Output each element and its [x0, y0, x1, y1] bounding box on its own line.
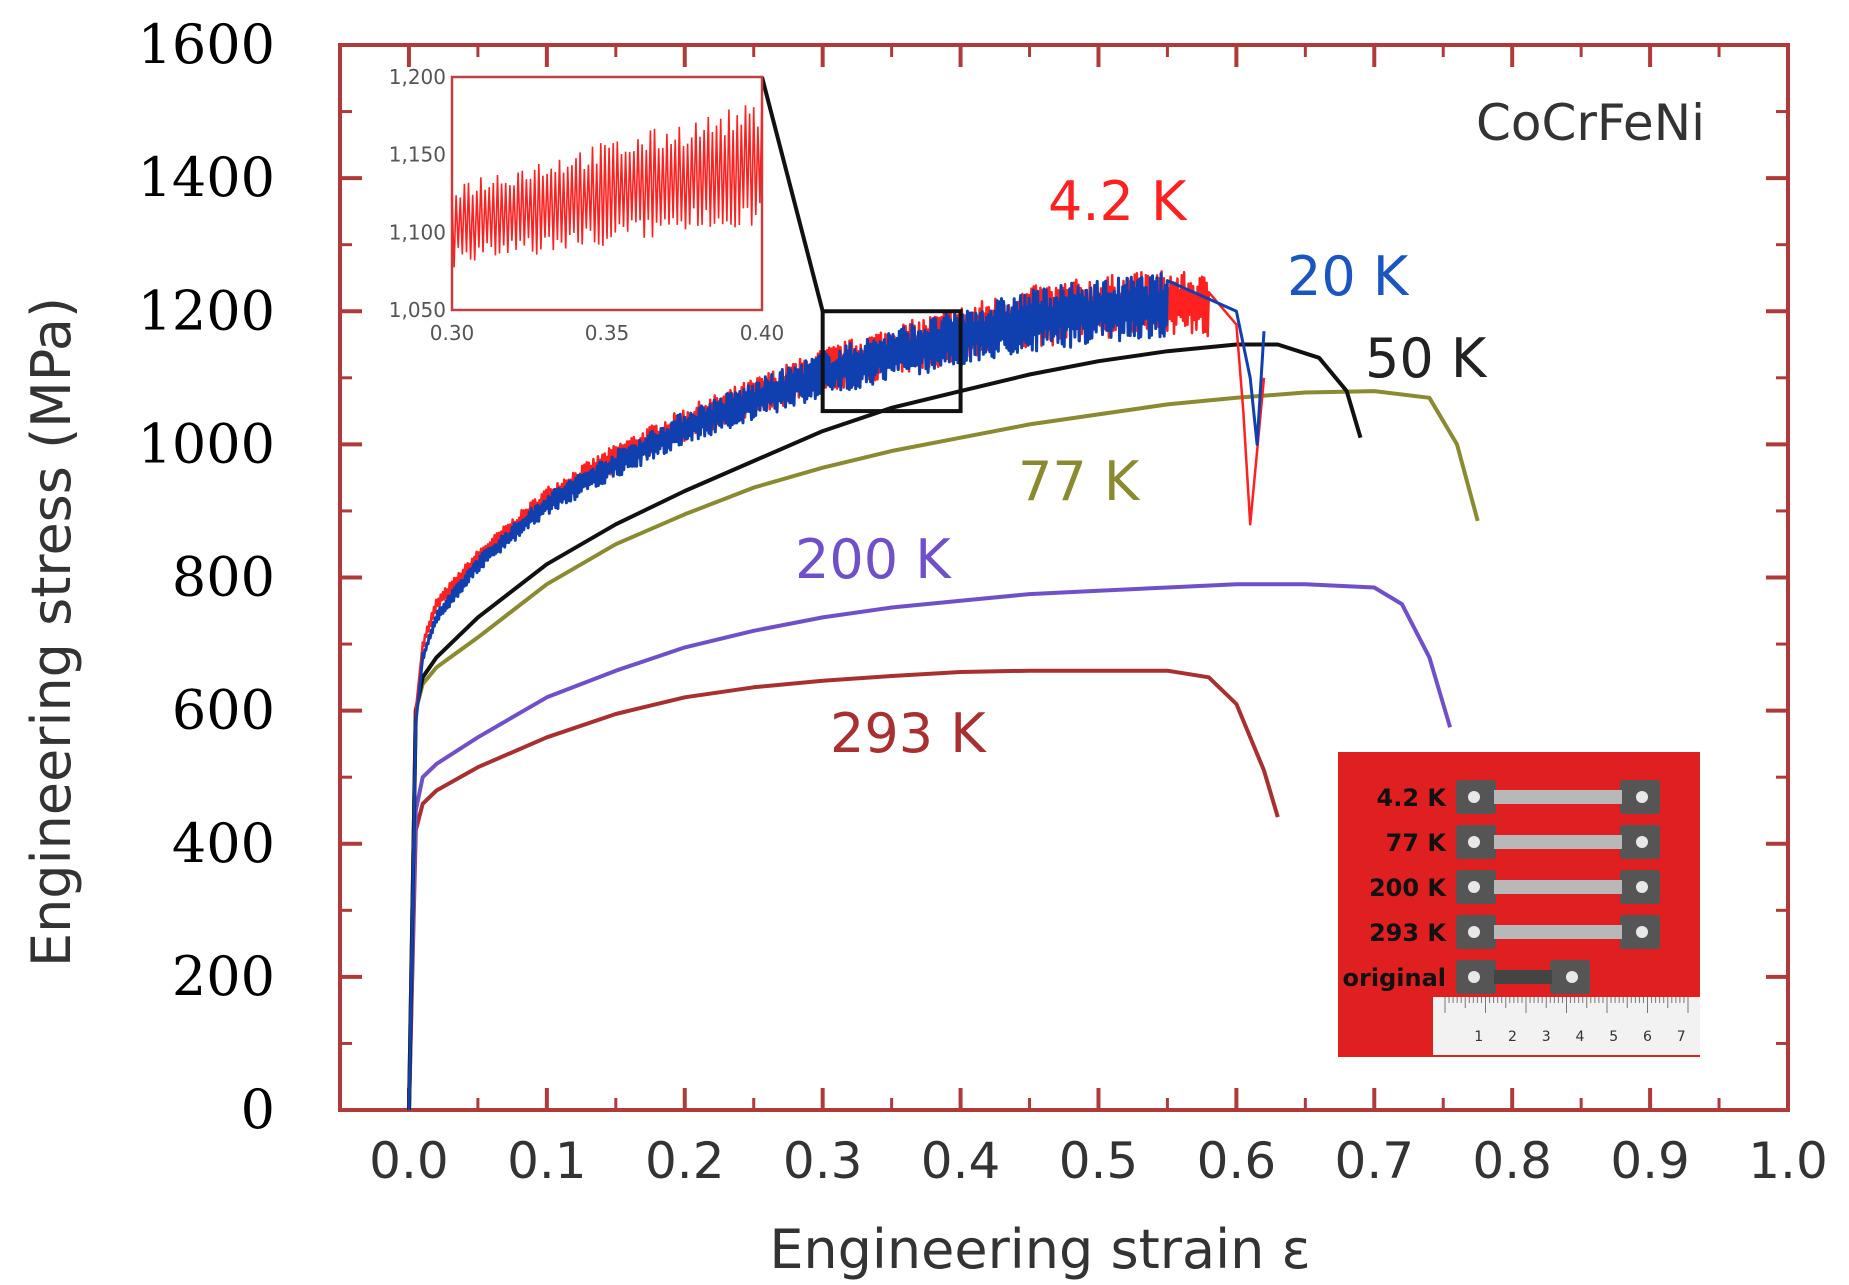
- y-axis-label: Engineering stress (MPa): [20, 297, 83, 967]
- photo-label-3: 293 K: [1369, 919, 1447, 947]
- photo-label-4: original: [1343, 964, 1446, 992]
- zoom-box: [820, 309, 963, 414]
- ruler-number: 1: [1474, 1029, 1483, 1045]
- inset-serration-line: [451, 101, 763, 268]
- inset-y-tick-label: 1,150: [389, 143, 446, 167]
- specimen-gauge: [1494, 970, 1552, 984]
- specimen-gauge: [1494, 835, 1622, 849]
- specimen-hole-left: [1468, 881, 1480, 893]
- x-axis-label: Engineering strain ε: [769, 1218, 1310, 1281]
- photo-label-0: 4.2 K: [1377, 784, 1448, 812]
- specimen-hole-right: [1636, 791, 1648, 803]
- series-label-293k: 293 K: [830, 702, 987, 765]
- x-tick-label: 0.7: [1335, 1132, 1415, 1190]
- x-tick-label: 0.2: [645, 1132, 725, 1190]
- y-tick-label: 1400: [138, 146, 275, 209]
- zoom-connector: [760, 76, 825, 312]
- specimen-photo: 4.2 K 77 K 200 K 293 K original 1 2 3 4 5 6 7: [1338, 752, 1700, 1057]
- series-label-20k: 20 K: [1287, 245, 1410, 308]
- ruler-number: 2: [1508, 1029, 1517, 1045]
- y-tick-label: 600: [172, 679, 275, 742]
- series-label-77k: 77 K: [1018, 450, 1141, 513]
- plot-frame: [338, 43, 1790, 1112]
- specimen-hole-left: [1468, 791, 1480, 803]
- specimen-hole-left: [1468, 971, 1480, 983]
- x-tick-label: 0.6: [1197, 1132, 1277, 1190]
- y-tick-label: 400: [172, 812, 275, 875]
- inset-x-tick-label: 0.30: [430, 321, 475, 345]
- series-line-77k: [407, 389, 1480, 1111]
- y-tick-label: 1200: [138, 279, 275, 342]
- x-tick-label: 0.0: [369, 1132, 449, 1190]
- x-tick-label: 0.8: [1472, 1132, 1552, 1190]
- specimen-hole-right: [1566, 971, 1578, 983]
- inset-x-tick-label: 0.40: [740, 321, 785, 345]
- y-tick-label: 1600: [138, 13, 275, 76]
- series-label-200k: 200 K: [795, 528, 952, 591]
- specimen-hole-left: [1468, 926, 1480, 938]
- x-tick-label: 0.4: [921, 1132, 1001, 1190]
- y-tick-label: 800: [172, 546, 275, 609]
- inset-x-tick-label: 0.35: [585, 321, 630, 345]
- x-tick-label: 1.0: [1748, 1132, 1828, 1190]
- series-line-50k: [407, 342, 1363, 1111]
- ruler-number: 4: [1576, 1029, 1585, 1045]
- x-tick-label: 0.5: [1059, 1132, 1139, 1190]
- x-tick-label: 0.1: [507, 1132, 587, 1190]
- ruler-number: 7: [1677, 1029, 1686, 1045]
- specimen-hole-left: [1468, 836, 1480, 848]
- x-tick-label: 0.3: [783, 1132, 863, 1190]
- inset-y-tick-label: 1,200: [389, 65, 446, 89]
- ruler-number: 5: [1609, 1029, 1618, 1045]
- x-tick-label: 0.9: [1610, 1132, 1690, 1190]
- series-layer: [407, 270, 1480, 1111]
- y-tick-label: 200: [172, 945, 275, 1008]
- ruler-number: 6: [1643, 1029, 1652, 1045]
- series-line-20k: [407, 272, 1266, 1111]
- photo-label-1: 77 K: [1386, 829, 1448, 857]
- inset-y-tick-label: 1,100: [389, 220, 446, 244]
- y-tick-label: 0: [241, 1078, 275, 1141]
- specimen-hole-right: [1636, 926, 1648, 938]
- inset-y-tick-label: 1,050: [389, 298, 446, 322]
- specimen-hole-right: [1636, 836, 1648, 848]
- ruler-number: 3: [1542, 1029, 1551, 1045]
- y-tick-label: 1000: [138, 412, 275, 475]
- specimen-gauge: [1494, 925, 1622, 939]
- specimen-gauge: [1494, 880, 1622, 894]
- series-label-4-2k: 4.2 K: [1048, 170, 1188, 233]
- series-line-200k: [407, 582, 1453, 1111]
- specimen-hole-right: [1636, 881, 1648, 893]
- zoom-inset: 0.30 0.35 0.40 1,050 1,100 1,150 1,200: [389, 65, 963, 414]
- series-label-50k: 50 K: [1365, 327, 1488, 390]
- material-label: CoCrFeNi: [1476, 94, 1705, 152]
- photo-label-2: 200 K: [1369, 874, 1447, 902]
- series-line-293k: [407, 668, 1280, 1111]
- tick-labels: 0.0 0.1 0.2 0.3 0.4 0.5 0.6 0.7 0.8 0.9 1.0 0 200 400…: [138, 13, 1828, 1190]
- specimen-gauge: [1494, 790, 1622, 804]
